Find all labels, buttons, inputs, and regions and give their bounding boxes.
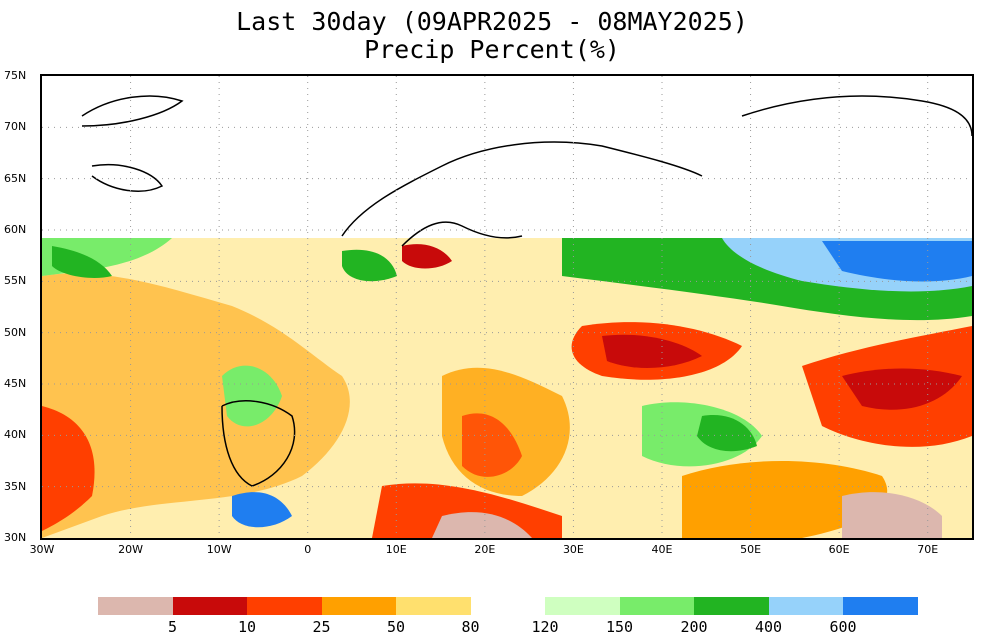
latitude-tick-label: 70N [4,120,27,134]
longitude-tick-label: 20E [474,543,496,556]
precip-field [42,238,972,538]
colorbar-label: 25 [312,618,331,636]
colorbar-label: 120 [531,618,559,636]
colorbar-swatch [843,597,918,615]
colorbar-swatch [619,597,694,615]
colorbar-swatch [396,597,471,615]
longitude-tick-label: 30E [562,543,584,556]
longitude-tick-label: 20W [118,543,143,556]
colorbar-label: 600 [829,618,857,636]
latitude-tick-label: 75N [4,69,27,82]
latitude-tick-label: 60N [4,223,27,236]
colorbar-swatch [172,597,247,615]
colorbar-swatch [545,597,620,615]
latitude-tick-label: 65N [4,171,27,185]
colorbar-swatch [321,597,396,615]
latitude-tick-label: 40N [4,428,27,442]
colorbar-label: 200 [680,618,708,636]
colorbar-label: 5 [167,618,178,636]
longitude-tick-label: 0 [304,543,312,556]
latitude-tick-label: 45N [4,377,27,390]
map-title: Last 30day (09APR2025 - 08MAY2025) [236,7,748,36]
longitude-tick-label: 30W [29,543,55,556]
longitude-tick-label: 60E [828,543,850,556]
longitude-tick-label: 50E [740,543,762,556]
colorbar-label: 80 [461,618,480,636]
latitude-tick-label: 55N [4,274,27,288]
lat-lon-grid [42,76,972,538]
longitude-tick-label: 40E [651,543,673,556]
colorbar-label: 50 [386,618,406,636]
longitude-tick-label: 10E [385,543,407,556]
latitude-tick-label: 35N [4,479,27,493]
colorbar-swatch [98,597,173,615]
colorbar-label: 400 [754,618,783,636]
colorbar-label: 10 [237,618,257,636]
colorbar-swatch [694,597,769,615]
longitude-tick-label: 10W [206,543,232,556]
map-subtitle: Precip Percent(%) [364,35,620,64]
precip-map [40,74,974,540]
longitude-tick-label: 70E [917,543,939,556]
latitude-tick-label: 30N [4,531,27,544]
colorbar-swatch [768,597,843,615]
coastlines [81,95,972,487]
colorbar-swatch [247,597,322,615]
colorbar-label: 150 [605,618,634,636]
latitude-tick-label: 50N [4,325,27,339]
